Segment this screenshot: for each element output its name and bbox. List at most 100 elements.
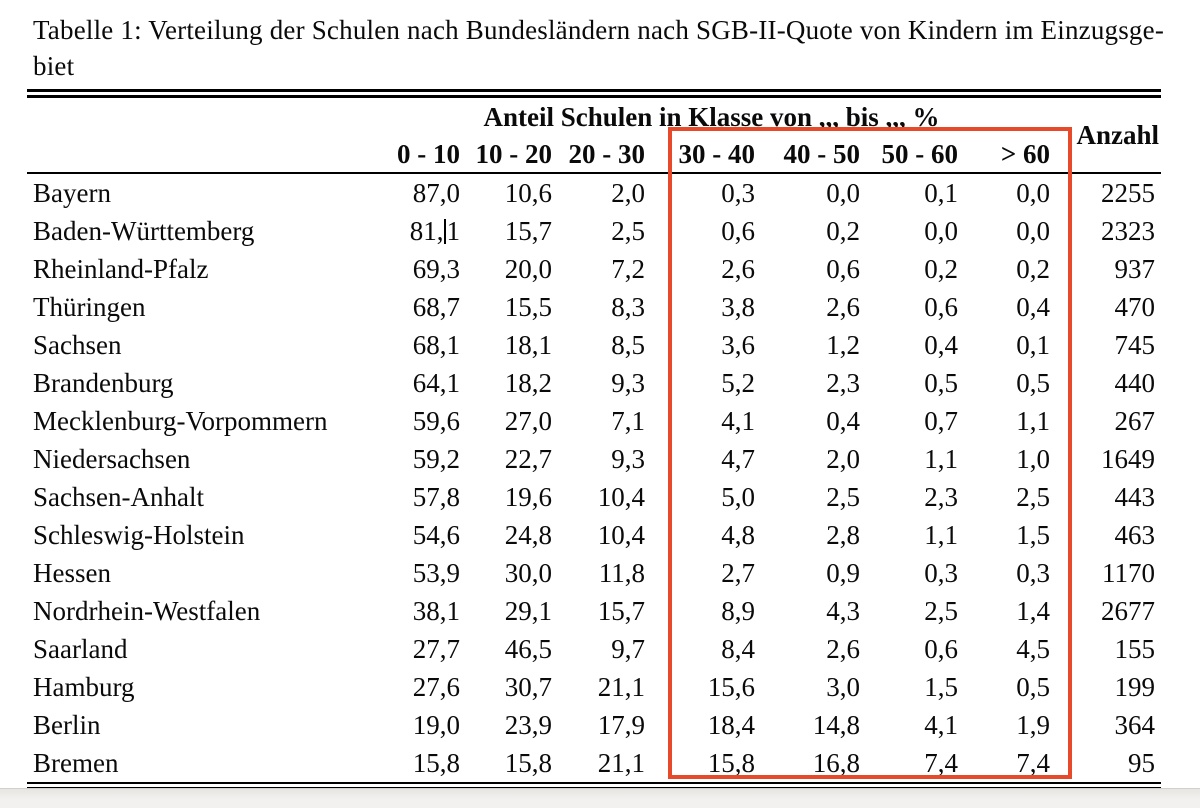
value-cell: 57,8 bbox=[412, 481, 460, 512]
value-cell: 4,3 bbox=[826, 595, 860, 626]
land-cell: Nordrhein-Westfalen bbox=[33, 595, 261, 626]
land-cell: Mecklenburg-Vorpommern bbox=[33, 405, 328, 436]
value-cell: 2,0 bbox=[611, 177, 645, 208]
value-cell: 59,2 bbox=[412, 443, 460, 474]
caption-line-2: biet bbox=[33, 51, 75, 81]
value-cell: 1,9 bbox=[1016, 709, 1050, 740]
table-row: Hessen 53,9 30,0 11,8 2,7 0,9 0,3 0,3 1170 bbox=[27, 554, 1161, 592]
value-cell: 10,6 bbox=[504, 177, 552, 208]
value-cell: 1,4 bbox=[1016, 595, 1050, 626]
value-cell: 20,0 bbox=[504, 253, 552, 284]
table-row: Thüringen 68,7 15,5 8,3 3,8 2,6 0,6 0,4 470 bbox=[27, 288, 1161, 326]
value-cell: 19,6 bbox=[504, 481, 552, 512]
value-cell: 0,3 bbox=[924, 557, 958, 588]
value-cell: 68,1 bbox=[412, 329, 460, 360]
value-cell: 24,8 bbox=[504, 519, 552, 550]
value-cell: 27,0 bbox=[504, 405, 552, 436]
value-cell: 21,1 bbox=[597, 747, 645, 778]
table-row: Bayern 87,0 10,6 2,0 0,3 0,0 0,1 0,0 2255 bbox=[27, 173, 1161, 212]
value-cell: 4,8 bbox=[721, 519, 755, 550]
table-row: Rheinland-Pfalz 69,3 20,0 7,2 2,6 0,6 0,2 0,2 93… bbox=[27, 250, 1161, 288]
value-cell: 2,8 bbox=[826, 519, 860, 550]
land-cell: Sachsen bbox=[33, 329, 122, 360]
value-cell: 1,1 bbox=[924, 519, 958, 550]
value-cell: 46,5 bbox=[504, 633, 552, 664]
value-cell: 10,4 bbox=[597, 481, 645, 512]
value-cell: 2,5 bbox=[826, 481, 860, 512]
value-cell: 0,3 bbox=[1016, 557, 1050, 588]
page-bottom-edge bbox=[0, 788, 1200, 808]
land-cell: Hamburg bbox=[33, 671, 135, 702]
value-cell: 15,8 bbox=[412, 747, 460, 778]
value-cell: 19,0 bbox=[412, 709, 460, 740]
value-cell: 5,0 bbox=[721, 481, 755, 512]
value-cell: 0,5 bbox=[1016, 367, 1050, 398]
value-cell: 22,7 bbox=[504, 443, 552, 474]
value-cell: 2,6 bbox=[721, 253, 755, 284]
value-cell: 0,6 bbox=[826, 253, 860, 284]
value-cell: 7,2 bbox=[611, 253, 645, 284]
value-cell: 0,0 bbox=[826, 177, 860, 208]
table-row: Saarland 27,7 46,5 9,7 8,4 2,6 0,6 4,5 155 bbox=[27, 630, 1161, 668]
value-cell: 7,4 bbox=[924, 747, 958, 778]
value-cell: 1,0 bbox=[1016, 443, 1050, 474]
value-cell: 14,8 bbox=[812, 709, 860, 740]
table-row: Sachsen-Anhalt 57,8 19,6 10,4 5,0 2,5 2,3 2,5 44… bbox=[27, 478, 1161, 516]
value-cell: 2,7 bbox=[721, 557, 755, 588]
table-row: Baden-Württemberg 81, 1 15,7 2,5 0,6 0,2 0,0 0,0… bbox=[27, 212, 1161, 250]
value-cell: 0,0 bbox=[1016, 177, 1050, 208]
class-column-header: > 60 bbox=[964, 136, 1056, 174]
anzahl-cell: 364 bbox=[1114, 709, 1156, 740]
empty-header-cell bbox=[27, 94, 367, 137]
value-cell: 15,7 bbox=[597, 595, 645, 626]
value-cell: 18,2 bbox=[504, 367, 552, 398]
distribution-table: Anteil Schulen in Klasse von ,,, bis ,,,… bbox=[27, 89, 1161, 789]
value-cell: 59,6 bbox=[412, 405, 460, 436]
class-column-header: 30 - 40 bbox=[651, 136, 761, 174]
value-cell: 15,5 bbox=[504, 291, 552, 322]
value-cell: 0,2 bbox=[826, 215, 860, 246]
value-cell: 0,4 bbox=[826, 405, 860, 436]
anzahl-cell: 443 bbox=[1114, 481, 1156, 512]
value-cell: 4,5 bbox=[1016, 633, 1050, 664]
value-cell: 53,9 bbox=[412, 557, 460, 588]
value-cell: 15,8 bbox=[504, 747, 552, 778]
value-cell: 0,0 bbox=[924, 215, 958, 246]
value-cell: 0,6 bbox=[924, 633, 958, 664]
value-cell: 4,7 bbox=[721, 443, 755, 474]
value-cell: 1,2 bbox=[826, 329, 860, 360]
value-cell: 2,3 bbox=[826, 367, 860, 398]
table-row: Schleswig-Holstein 54,6 24,8 10,4 4,8 2,8 1,1 1… bbox=[27, 516, 1161, 554]
anzahl-cell: 155 bbox=[1114, 633, 1156, 664]
value-cell: 2,6 bbox=[826, 291, 860, 322]
value-cell: 9,3 bbox=[611, 367, 645, 398]
value-cell: 4,1 bbox=[721, 405, 755, 436]
value-cell: 2,3 bbox=[924, 481, 958, 512]
table-row: Hamburg 27,6 30,7 21,1 15,6 3,0 1,5 0,5 199 bbox=[27, 668, 1161, 706]
land-cell: Niedersachsen bbox=[33, 443, 191, 474]
value-cell: 10,4 bbox=[597, 519, 645, 550]
empty-header-cell bbox=[27, 136, 367, 174]
value-cell: 1,1 bbox=[924, 443, 958, 474]
value-cell: 0,5 bbox=[1016, 671, 1050, 702]
value-cell: 7,4 bbox=[1016, 747, 1050, 778]
value-cell: 3,0 bbox=[826, 671, 860, 702]
value-cell: 87,0 bbox=[412, 177, 460, 208]
value-cell: 3,6 bbox=[721, 329, 755, 360]
value-cell: 0,9 bbox=[826, 557, 860, 588]
class-column-header: 40 - 50 bbox=[761, 136, 866, 174]
value-cell: 0,1 bbox=[1016, 329, 1050, 360]
value-cell: 81, 1 bbox=[409, 215, 460, 246]
land-cell: Thüringen bbox=[33, 291, 146, 322]
value-cell: 7,1 bbox=[611, 405, 645, 436]
value-cell: 4,1 bbox=[924, 709, 958, 740]
value-cell: 30,7 bbox=[504, 671, 552, 702]
value-cell: 64,1 bbox=[412, 367, 460, 398]
class-header-row: 0 - 10 10 - 20 20 - 30 30 - 40 40 - 50 50 - 6… bbox=[27, 136, 1161, 174]
value-cell: 0,5 bbox=[924, 367, 958, 398]
value-cell: 0,2 bbox=[924, 253, 958, 284]
land-cell: Rheinland-Pfalz bbox=[33, 253, 209, 284]
value-cell: 0,1 bbox=[924, 177, 958, 208]
value-cell: 11,8 bbox=[598, 557, 645, 588]
